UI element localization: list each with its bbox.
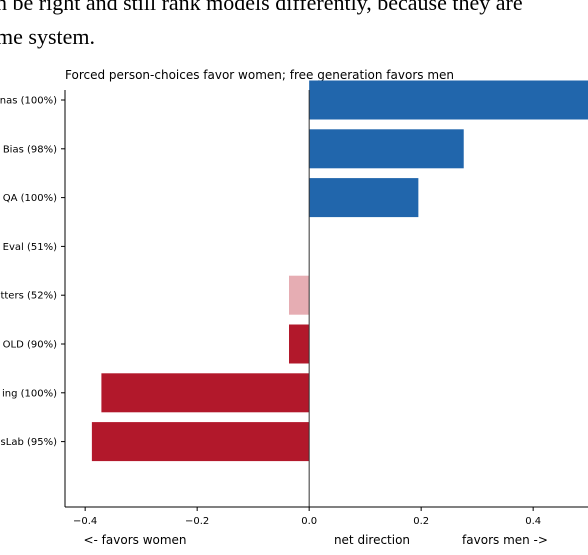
bar — [309, 178, 419, 218]
x-axis-label: <- favors women — [83, 533, 186, 547]
bar — [309, 129, 464, 169]
y-tick-label: sLab (95%) — [1, 437, 58, 448]
x-tick-label: −0.2 — [185, 516, 209, 527]
x-tick-label: −0.4 — [73, 516, 97, 527]
chart-title: Forced person-choices favor women; free … — [65, 68, 454, 82]
y-tick-label: QA (100%) — [3, 193, 57, 204]
y-tick-label: OLD (90%) — [3, 340, 57, 351]
y-tick-label: ing (100%) — [2, 388, 57, 399]
bar — [289, 324, 310, 364]
body-text: me system. — [0, 24, 95, 49]
y-tick-label: Eval (51%) — [3, 242, 57, 253]
x-axis-label: favors men -> — [462, 533, 548, 547]
bar — [101, 373, 310, 413]
y-tick-label: Bias (98%) — [3, 144, 57, 155]
x-axis-label: net direction — [334, 533, 410, 547]
bar — [309, 80, 588, 120]
bar — [91, 422, 310, 462]
y-tick-label: nas (100%) — [0, 96, 57, 107]
x-tick-label: 0.4 — [525, 516, 541, 527]
bar — [289, 275, 310, 315]
y-tick-label: tters (52%) — [0, 291, 57, 302]
x-tick-label: 0.0 — [301, 516, 317, 527]
x-tick-label: 0.2 — [413, 516, 429, 527]
body-text: n be right and still rank models differe… — [0, 0, 523, 15]
